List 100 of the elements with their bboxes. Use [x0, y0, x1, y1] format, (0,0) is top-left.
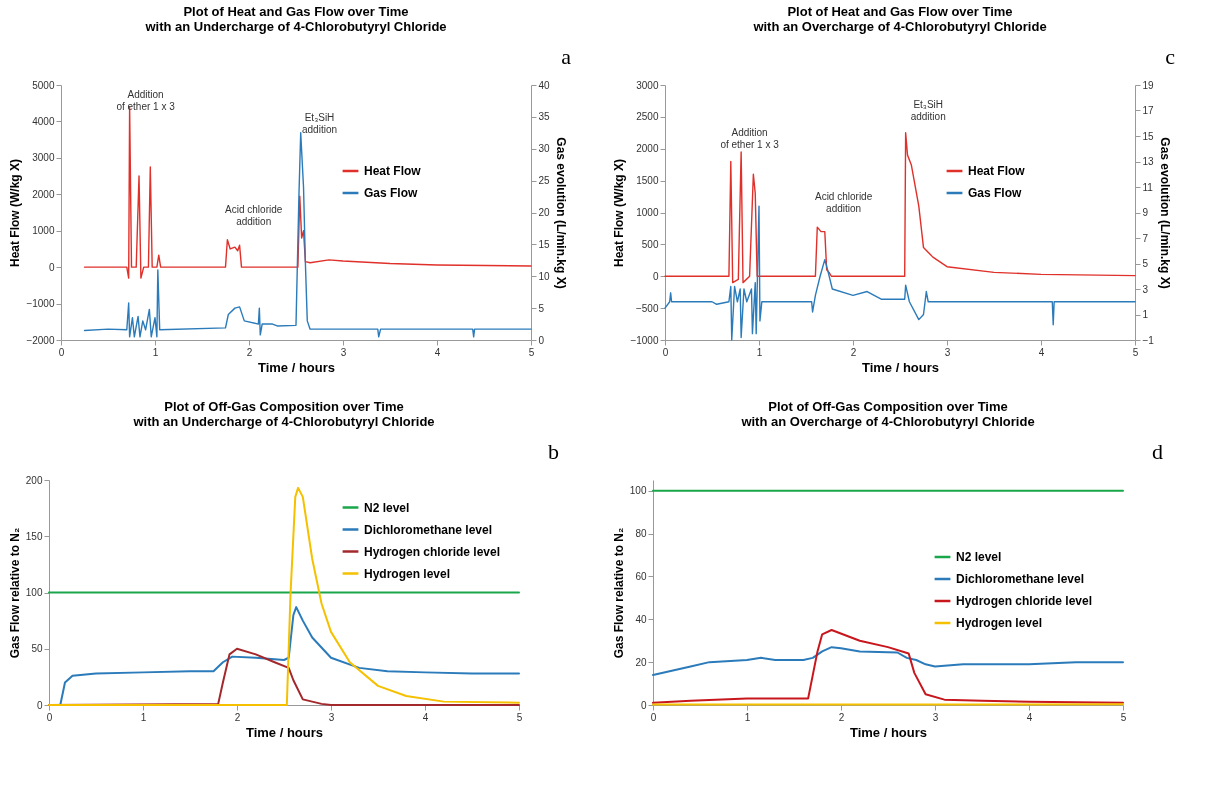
- y2-tick-label: −1: [1142, 334, 1155, 346]
- y2-tick-label: 13: [1142, 156, 1155, 167]
- x-axis-title: Time / hours: [849, 724, 928, 740]
- y2-tick-label: 25: [538, 175, 551, 187]
- chart-title: Plot of Heat and Gas Flow over Time with an Undercharge of 4-Chlorobutyryl Chloride: [144, 4, 447, 34]
- y-tick-label: 0: [48, 261, 55, 273]
- y2-tick-label: 1: [1142, 309, 1149, 320]
- y-tick-label: 1000: [636, 207, 659, 218]
- legend-label: Gas Flow: [364, 186, 419, 200]
- y-tick-label: 3000: [636, 79, 659, 91]
- x-tick-label: 1: [744, 711, 751, 723]
- legend-label: Heat Flow: [968, 164, 1026, 178]
- y-tick-label: −2000: [26, 334, 55, 346]
- y-axis-title: Gas Flow relative to N₂: [7, 527, 22, 659]
- y-axis-title: Gas Flow relative to N₂: [611, 527, 626, 659]
- y2-tick-label: 5: [1142, 258, 1149, 269]
- y2-axis-title: Gas evolution (L/min.kg X): [1157, 137, 1172, 289]
- x-tick-label: 1: [152, 346, 159, 358]
- annotation: Addition of ether 1 x 3: [116, 89, 176, 113]
- chart-title: Plot of Off-Gas Composition over Time with an Undercharge of 4-Chlorobutyryl Chloride: [132, 399, 435, 429]
- y-axis-title: Heat Flow (W/kg X): [612, 159, 627, 267]
- y-tick-label: −500: [635, 302, 659, 314]
- x-tick-label: 4: [422, 711, 429, 723]
- x-tick-label: 0: [662, 346, 669, 358]
- y2-tick-label: 30: [538, 143, 551, 155]
- y-tick-label: −1000: [26, 298, 55, 310]
- x-tick-label: 5: [528, 346, 535, 358]
- annotation: Acid chloride addition: [814, 191, 873, 215]
- annotation: Et₃SiH addition: [910, 99, 946, 123]
- y2-tick-label: 40: [538, 79, 551, 91]
- legend-label: Hydrogen level: [364, 566, 451, 581]
- y-tick-label: 1000: [32, 225, 55, 237]
- line-series: [83, 132, 532, 338]
- y-tick-label: 0: [652, 270, 659, 282]
- legend-label: Hydrogen chloride level: [364, 544, 501, 559]
- x-tick-label: 1: [756, 346, 763, 358]
- y2-tick-label: 15: [538, 238, 551, 250]
- legend-label: Heat Flow: [364, 164, 422, 178]
- y-tick-label: 4000: [32, 115, 55, 127]
- y2-tick-label: 5: [538, 302, 545, 314]
- x-tick-label: 5: [1132, 346, 1139, 358]
- legend-label: N2 level: [956, 550, 1002, 564]
- y2-tick-label: 19: [1142, 79, 1155, 91]
- x-axis-title: Time / hours: [861, 359, 940, 375]
- y2-tick-label: 9: [1142, 207, 1149, 218]
- y-tick-label: 2000: [32, 188, 55, 200]
- text: b: [548, 439, 559, 464]
- x-tick-label: 3: [932, 711, 939, 723]
- y2-tick-label: 11: [1142, 181, 1154, 193]
- y2-tick-label: 0: [538, 334, 545, 346]
- y2-tick-label: 15: [1142, 130, 1155, 142]
- chart-title: Plot of Off-Gas Composition over Time with an Overcharge of 4-Chlorobutyryl Chloride: [740, 399, 1035, 429]
- x-tick-label: 0: [58, 346, 65, 358]
- y-tick-label: 5000: [32, 79, 55, 91]
- x-tick-label: 3: [340, 346, 347, 358]
- legend-label: Dichloromethane level: [956, 572, 1085, 586]
- annotation: Addition of ether 1 x 3: [720, 127, 780, 151]
- legend-label: Hydrogen chloride level: [956, 594, 1093, 608]
- legend-label: Dichloromethane level: [364, 522, 493, 537]
- x-tick-label: 5: [1120, 711, 1127, 723]
- y2-tick-label: 3: [1142, 283, 1149, 295]
- y2-tick-label: 20: [538, 207, 551, 218]
- annotation: Acid chloride addition: [225, 203, 283, 227]
- annotation: Et₃SiH addition: [301, 112, 338, 136]
- x-tick-label: 4: [1026, 711, 1033, 723]
- x-tick-label: 3: [944, 346, 951, 358]
- x-tick-label: 4: [434, 346, 441, 358]
- x-tick-label: 2: [234, 711, 241, 723]
- x-axis-title: Time / hours: [257, 359, 336, 375]
- x-tick-label: 5: [516, 711, 523, 723]
- y-axis-title: Heat Flow (W/kg X): [8, 159, 23, 267]
- y-tick-label: 0: [36, 699, 43, 711]
- y-tick-label: 3000: [32, 152, 55, 164]
- y-tick-label: 100: [25, 587, 43, 598]
- y-tick-label: 60: [635, 570, 647, 582]
- y-tick-label: 80: [635, 528, 647, 540]
- legend-label: Hydrogen level: [956, 616, 1043, 630]
- y-tick-label: 500: [641, 238, 659, 250]
- y-tick-label: 0: [640, 699, 647, 711]
- chart-title: Plot of Heat and Gas Flow over Time with an Overcharge of 4-Chlorobutyryl Chloride: [752, 4, 1047, 34]
- x-tick-label: 4: [1038, 346, 1045, 358]
- text: c: [1165, 44, 1176, 69]
- y-tick-label: 2000: [636, 143, 659, 155]
- y2-axis-title: Gas evolution (L/min.kg X): [553, 137, 568, 289]
- y-tick-label: −1000: [630, 334, 659, 346]
- y-tick-label: 150: [25, 530, 43, 542]
- x-axis-title: Time / hours: [245, 724, 324, 740]
- x-tick-label: 3: [328, 711, 335, 723]
- y2-tick-label: 10: [538, 270, 551, 282]
- text: a: [561, 44, 572, 69]
- legend-label: N2 level: [364, 500, 410, 515]
- y-tick-label: 50: [31, 643, 43, 655]
- y2-tick-label: 7: [1142, 232, 1149, 244]
- y-tick-label: 20: [635, 656, 647, 668]
- y-tick-label: 40: [635, 613, 647, 625]
- x-tick-label: 2: [838, 711, 845, 723]
- y2-tick-label: 35: [538, 111, 551, 123]
- line-series: [652, 646, 1124, 676]
- y-tick-label: 1500: [636, 175, 659, 187]
- text: d: [1152, 439, 1163, 464]
